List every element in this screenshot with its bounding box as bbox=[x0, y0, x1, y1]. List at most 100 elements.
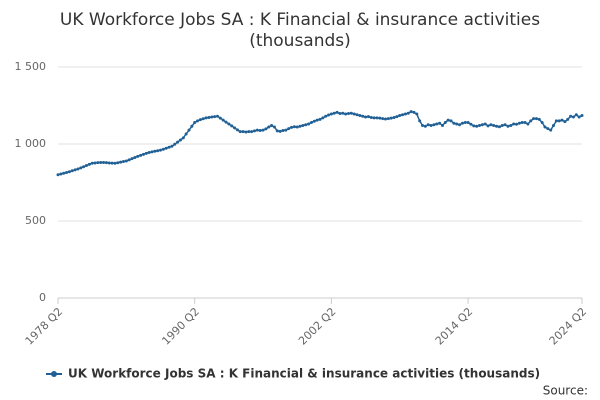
point bbox=[93, 161, 97, 165]
point bbox=[104, 161, 108, 165]
point bbox=[187, 128, 191, 132]
point bbox=[213, 115, 217, 119]
point bbox=[124, 159, 128, 163]
point bbox=[406, 111, 410, 115]
point bbox=[378, 116, 382, 120]
point bbox=[429, 124, 433, 128]
point bbox=[141, 152, 145, 156]
point bbox=[346, 112, 350, 116]
point bbox=[477, 124, 481, 128]
point bbox=[116, 161, 120, 165]
point bbox=[549, 128, 553, 132]
point bbox=[113, 161, 117, 165]
point bbox=[446, 118, 450, 122]
point bbox=[449, 119, 453, 123]
point bbox=[423, 124, 427, 128]
point bbox=[492, 124, 496, 128]
point bbox=[381, 117, 385, 121]
point bbox=[432, 123, 436, 127]
point bbox=[67, 170, 71, 174]
legend-label: UK Workforce Jobs SA : K Financial & ins… bbox=[68, 367, 540, 381]
point bbox=[443, 120, 447, 124]
point bbox=[537, 117, 541, 121]
point bbox=[526, 122, 530, 126]
point bbox=[580, 114, 584, 118]
point bbox=[577, 115, 581, 119]
point bbox=[267, 125, 271, 129]
point bbox=[221, 118, 225, 122]
point bbox=[56, 173, 60, 177]
point bbox=[290, 125, 294, 129]
point bbox=[566, 117, 570, 121]
point bbox=[73, 168, 77, 172]
y-tick-label: 1 500 bbox=[15, 60, 47, 73]
point bbox=[176, 140, 180, 144]
point bbox=[463, 120, 467, 124]
point bbox=[358, 114, 362, 118]
point bbox=[418, 119, 422, 123]
point bbox=[292, 125, 296, 129]
x-tick-label: 1978 Q2 bbox=[23, 305, 66, 348]
point bbox=[366, 115, 370, 119]
point bbox=[486, 124, 490, 128]
point bbox=[324, 114, 328, 118]
point bbox=[178, 138, 182, 142]
point bbox=[403, 112, 407, 116]
point bbox=[497, 125, 501, 129]
point bbox=[489, 123, 493, 127]
x-tick-label: 2014 Q2 bbox=[433, 305, 476, 348]
point bbox=[557, 119, 561, 123]
point bbox=[529, 119, 533, 123]
point bbox=[161, 147, 165, 151]
point bbox=[452, 121, 456, 125]
point bbox=[127, 158, 131, 162]
point bbox=[532, 117, 536, 121]
point bbox=[99, 160, 103, 164]
point bbox=[153, 149, 157, 153]
point bbox=[272, 125, 276, 129]
point bbox=[62, 171, 66, 175]
point bbox=[412, 110, 416, 114]
source: Source: bbox=[543, 384, 588, 398]
point bbox=[102, 160, 106, 164]
point bbox=[304, 123, 308, 127]
point bbox=[563, 120, 567, 124]
point bbox=[147, 150, 151, 154]
point bbox=[84, 164, 88, 168]
point bbox=[546, 127, 550, 131]
point bbox=[235, 128, 239, 132]
point bbox=[384, 117, 387, 121]
point bbox=[241, 130, 245, 134]
point bbox=[480, 123, 484, 127]
point bbox=[96, 161, 100, 165]
chart-title: UK Workforce Jobs SA : K Financial & ins… bbox=[60, 10, 540, 30]
point bbox=[170, 144, 174, 148]
point bbox=[375, 116, 379, 120]
point bbox=[392, 116, 396, 120]
point bbox=[574, 113, 578, 117]
point bbox=[150, 150, 154, 154]
point bbox=[156, 149, 160, 153]
point bbox=[76, 167, 80, 171]
point bbox=[298, 124, 302, 128]
point bbox=[227, 122, 231, 126]
point bbox=[110, 161, 114, 165]
point bbox=[438, 121, 442, 125]
point bbox=[218, 116, 222, 120]
point bbox=[107, 161, 111, 165]
point bbox=[355, 113, 359, 117]
point bbox=[440, 124, 444, 128]
point bbox=[469, 122, 473, 126]
point bbox=[295, 125, 299, 129]
point bbox=[244, 130, 248, 134]
point bbox=[270, 124, 274, 128]
point bbox=[139, 153, 143, 157]
point bbox=[534, 117, 538, 121]
point bbox=[136, 154, 140, 158]
point bbox=[144, 151, 148, 155]
point bbox=[372, 116, 376, 120]
point bbox=[361, 114, 365, 118]
point bbox=[130, 157, 134, 161]
point bbox=[198, 118, 202, 122]
